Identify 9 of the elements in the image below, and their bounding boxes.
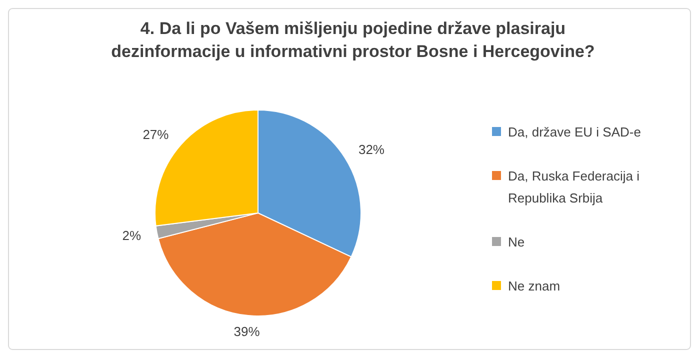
legend-label: Ne [508,234,525,250]
legend-label: Ne znam [508,278,560,294]
legend-label: Da, Ruska Federacija i Republika Srbija [508,168,640,206]
data-label: 2% [122,228,142,243]
data-label: 39% [234,324,260,340]
data-label: 27% [142,126,170,142]
chart-title: 4. Da li po Vašem mišljenju pojedine države plasiraju dezinformacije u informativni prostor Bosne i Hercegovine? [111,19,595,61]
data-label: 32% [358,142,385,157]
legend-label: Da, države EU i SAD-e [508,124,641,140]
